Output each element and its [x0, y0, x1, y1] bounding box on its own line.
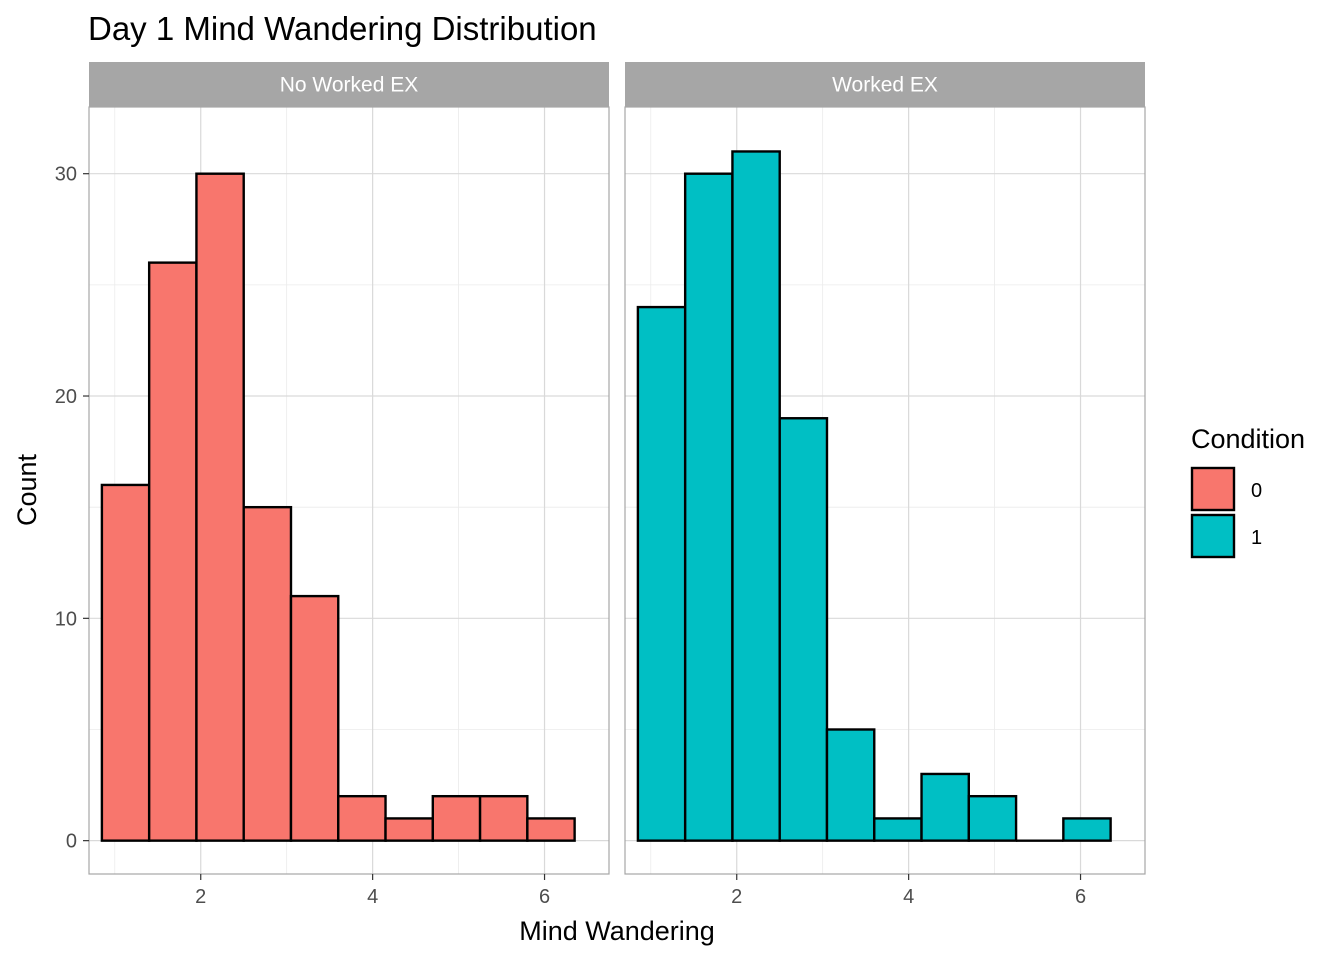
- legend-label-1: 1: [1251, 527, 1262, 549]
- histogram-bar: [147, 261, 198, 842]
- facet-panels: No Worked EX 2 4 6 Worked EX 2 4 6: [88, 62, 1146, 908]
- facet-strip: [625, 62, 1145, 107]
- histogram-bar: [825, 728, 876, 842]
- panel-border: [88, 106, 610, 875]
- facet-strip: [89, 62, 609, 107]
- histogram-bar: [100, 483, 151, 842]
- facet-strip-label: Worked EX: [832, 74, 938, 97]
- histogram-bar: [873, 817, 923, 842]
- histogram-bar: [920, 772, 971, 842]
- histogram-bar: [636, 305, 687, 842]
- legend-key-1: [1190, 513, 1236, 559]
- legend: Condition 01: [1190, 424, 1305, 559]
- histogram-bar: [384, 817, 435, 842]
- legend-entries: 01: [1190, 466, 1262, 559]
- histogram-bar: [289, 594, 340, 842]
- histogram-bar: [778, 417, 829, 842]
- legend-label-0: 0: [1251, 480, 1262, 502]
- panel-2: Worked EX 2 4 6: [624, 62, 1146, 908]
- histogram-bar: [478, 794, 529, 842]
- histogram-bar: [1062, 817, 1112, 842]
- histogram-bar: [195, 172, 245, 842]
- x-axis-title: Mind Wandering: [519, 916, 715, 946]
- legend-key-0: [1190, 466, 1236, 512]
- x-tick-label: 4: [903, 886, 914, 908]
- histogram-bar: [431, 794, 482, 842]
- histogram-bar: [242, 505, 293, 842]
- histogram-bar: [967, 794, 1018, 842]
- x-tick-label: 6: [1075, 886, 1086, 908]
- histogram-bar: [526, 817, 576, 842]
- y-tick-label: 0: [66, 831, 77, 853]
- histogram-bar: [337, 794, 387, 842]
- facet-strip-label: No Worked EX: [280, 74, 419, 97]
- y-axis-ticks: 0 10 20 30: [55, 164, 89, 853]
- x-tick-label: 2: [195, 886, 206, 908]
- histogram-bar: [683, 172, 734, 842]
- panel-1: No Worked EX 2 4 6: [88, 62, 610, 908]
- y-tick-label: 10: [55, 608, 77, 630]
- y-tick-label: 20: [55, 386, 77, 408]
- legend-title: Condition: [1191, 424, 1305, 454]
- panel-border: [624, 106, 1146, 875]
- chart-title: Day 1 Mind Wandering Distribution: [88, 10, 597, 47]
- x-tick-label: 4: [367, 886, 378, 908]
- y-tick-label: 30: [55, 164, 77, 186]
- histogram-bar: [731, 150, 781, 842]
- x-tick-label: 2: [731, 886, 742, 908]
- x-tick-label: 6: [539, 886, 550, 908]
- y-axis-title: Count: [12, 453, 42, 526]
